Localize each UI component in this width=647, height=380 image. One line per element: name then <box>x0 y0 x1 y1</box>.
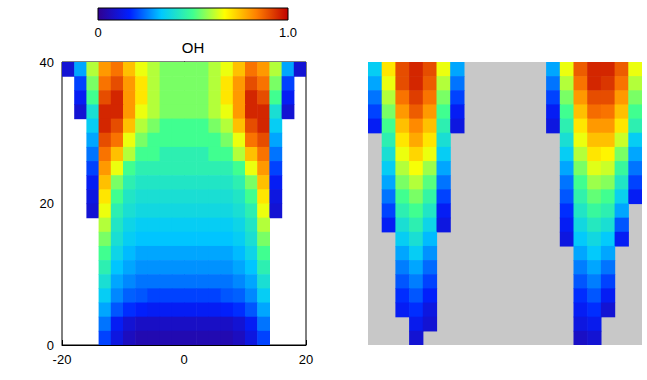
svg-text:0: 0 <box>47 338 54 353</box>
svg-text:0: 0 <box>94 25 101 40</box>
svg-text:OH: OH <box>182 39 205 56</box>
svg-text:20: 20 <box>299 352 313 367</box>
svg-text:1.0: 1.0 <box>279 25 297 40</box>
svg-text:20: 20 <box>40 196 54 211</box>
svg-text:40: 40 <box>40 55 54 70</box>
svg-text:0: 0 <box>180 352 187 367</box>
svg-text:-20: -20 <box>53 352 72 367</box>
